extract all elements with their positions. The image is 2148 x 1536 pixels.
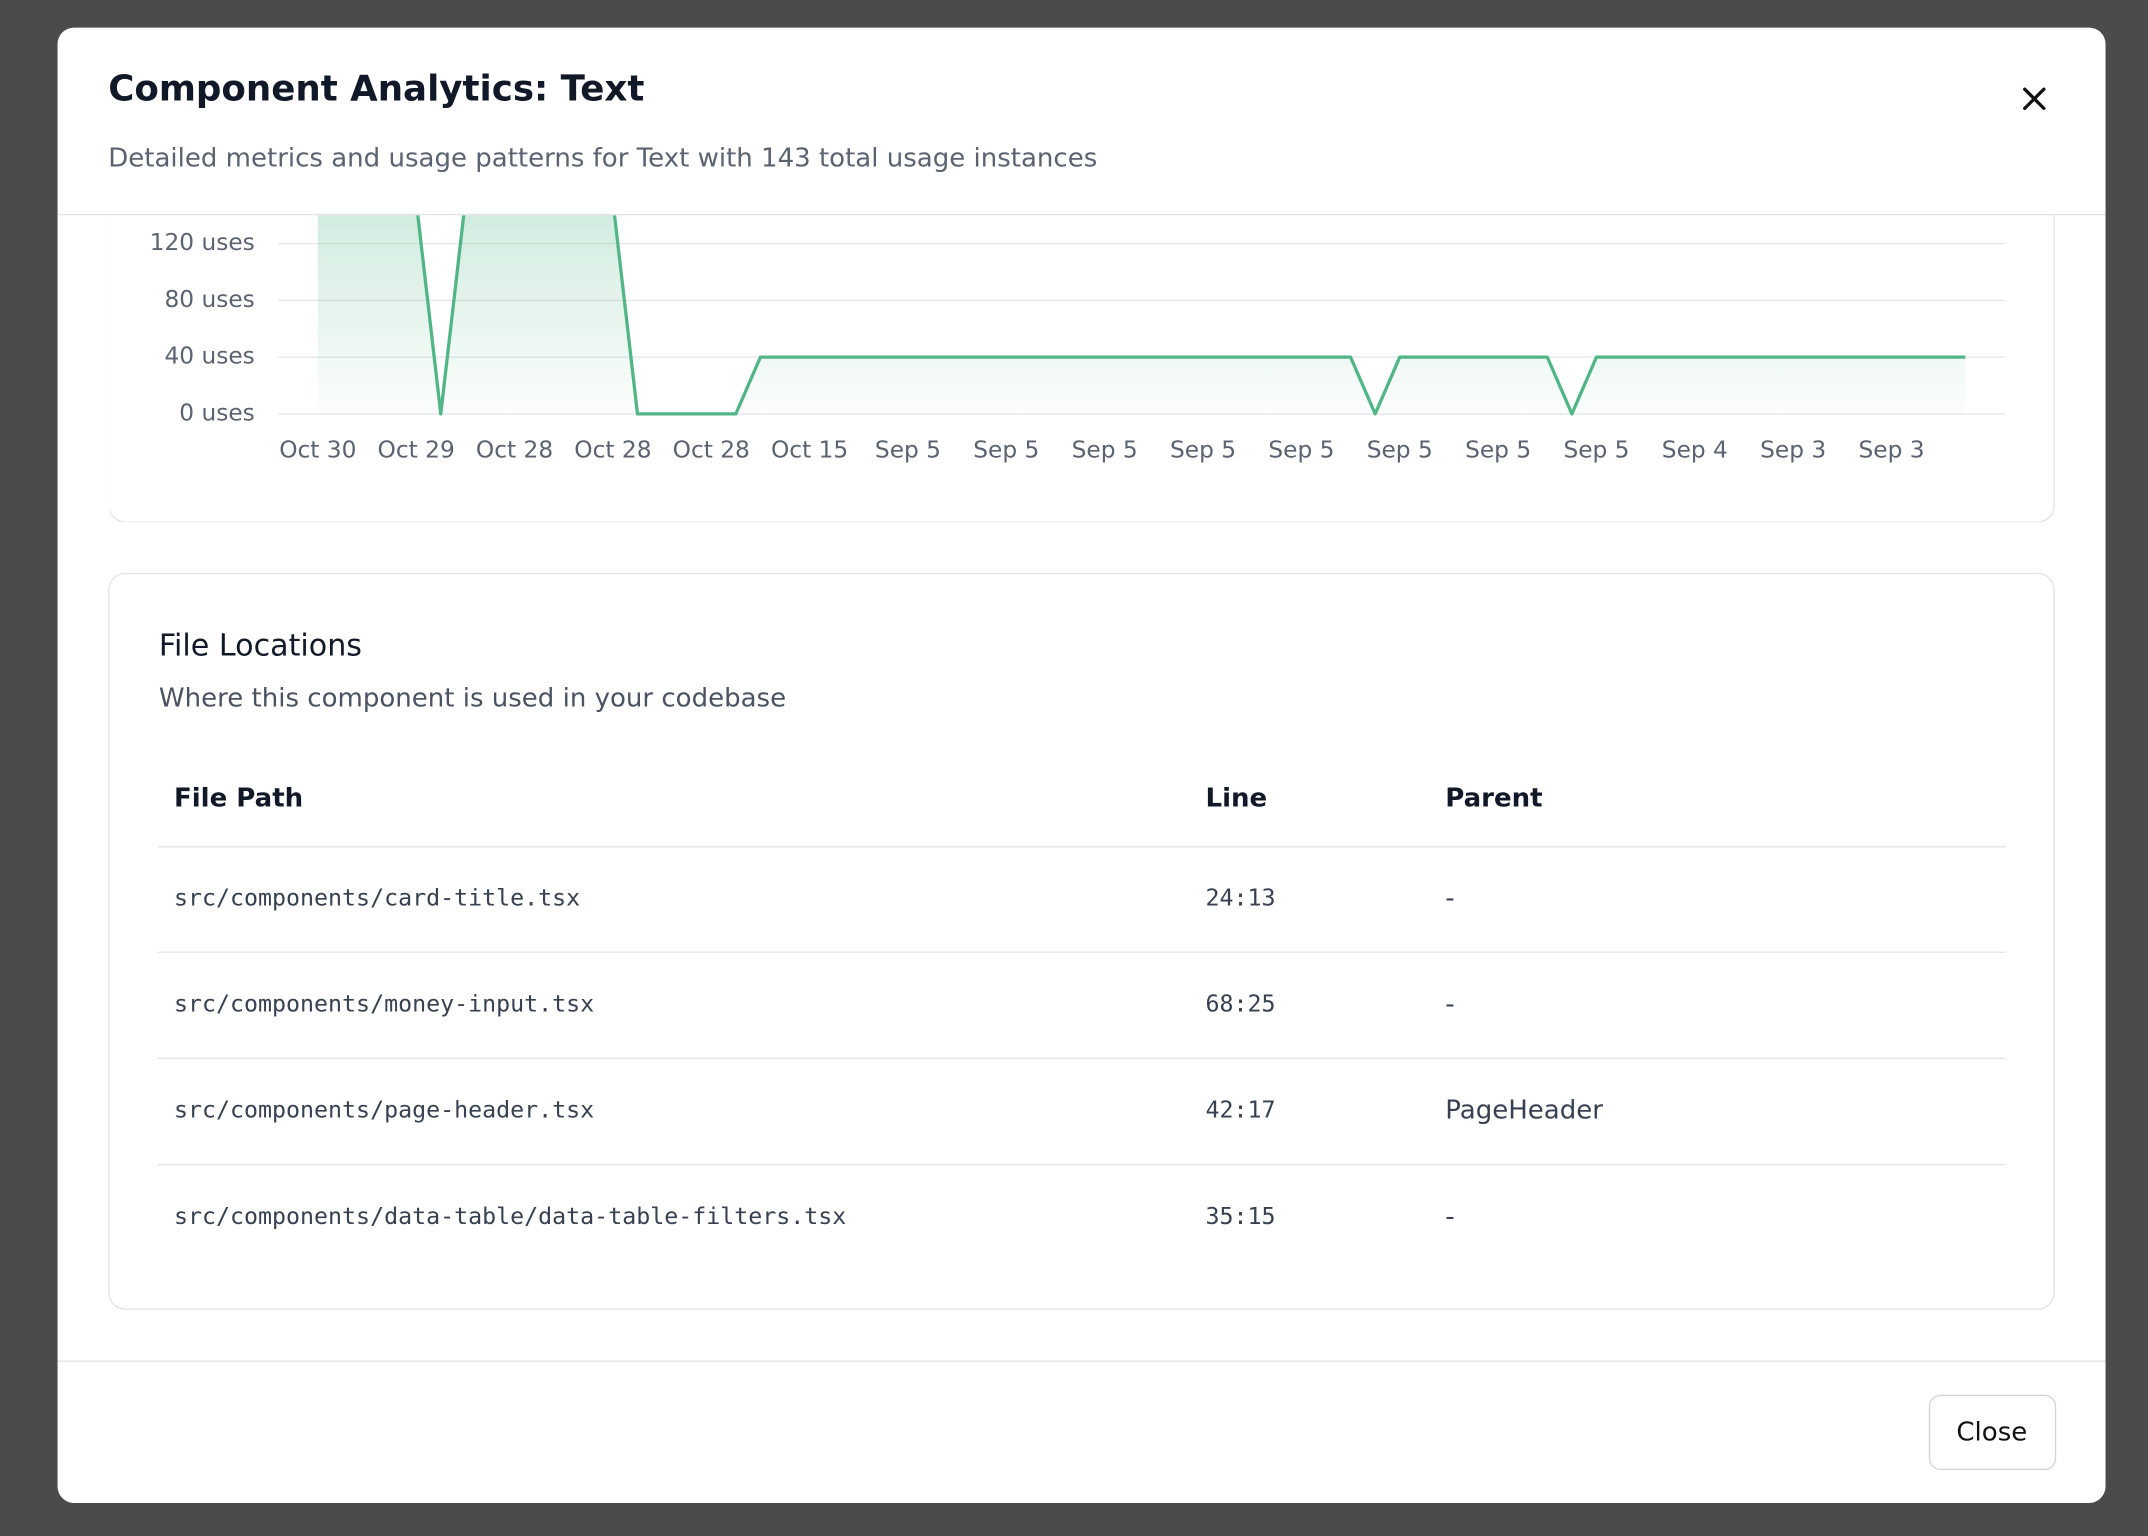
modal-description: Detailed metrics and usage patterns for … [108, 144, 1097, 174]
table-cell: 24:13 [1206, 884, 1276, 911]
x-tick-label: Sep 5 [1268, 436, 1334, 463]
modal-title: Component Analytics: Text [108, 69, 644, 110]
close-button[interactable] [1928, 1394, 2057, 1471]
table-cell: - [1445, 989, 1454, 1019]
x-tick-label: Sep 3 [1859, 436, 1925, 463]
x-tick-label: Sep 5 [875, 436, 941, 463]
table-cell: 68:25 [1206, 990, 1276, 1017]
x-tick-label: Oct 29 [378, 436, 455, 463]
x-tick-label: Oct 28 [574, 436, 651, 463]
x-tick-label: Sep 5 [1367, 436, 1433, 463]
y-tick-label: 0 uses [179, 399, 255, 426]
table-cell: src/components/page-header.tsx [174, 1097, 594, 1124]
y-tick-label: 80 uses [164, 286, 254, 313]
y-tick-label: 120 uses [150, 229, 255, 256]
line-area [317, 215, 1966, 414]
column-header: File Path [174, 783, 303, 813]
x-tick-label: Oct 28 [476, 436, 553, 463]
column-header: Parent [1445, 783, 1542, 813]
table-cell: PageHeader [1445, 1096, 1603, 1126]
x-tick-label: Sep 5 [1072, 436, 1138, 463]
table-cell: src/components/money-input.tsx [174, 990, 594, 1017]
x-tick-label: Oct 28 [673, 436, 750, 463]
chart-area [109, 215, 2055, 523]
table-cell: - [1445, 1202, 1454, 1232]
table-cell: - [1445, 883, 1454, 913]
x-tick-label: Sep 5 [973, 436, 1039, 463]
x-tick-label: Sep 5 [1563, 436, 1629, 463]
chart-labels: 0 uses 40 uses 80 uses 120 uses Oct 30 Oct 29… [150, 229, 1925, 463]
file-title: File Locations [159, 628, 362, 663]
file-table: File Path Line Parent src/components/card-t… [157, 783, 2006, 1232]
close-button-label[interactable]: Close [1956, 1418, 2027, 1448]
x-tick-label: Oct 15 [771, 436, 848, 463]
x-tick-label: Sep 5 [1170, 436, 1236, 463]
x-tick-label: Sep 5 [1465, 436, 1531, 463]
close-icon[interactable] [2023, 87, 2046, 111]
x-tick-label: Oct 30 [279, 436, 356, 463]
x-tick-label: Sep 4 [1662, 436, 1728, 463]
y-tick-label: 40 uses [164, 343, 254, 370]
line-series [416, 215, 1966, 416]
table-cell: src/components/data-table/data-table-fil… [174, 1203, 846, 1230]
table-cell: 42:17 [1206, 1097, 1276, 1124]
x-tick-label: Sep 3 [1760, 436, 1826, 463]
table-cell: 35:15 [1206, 1203, 1276, 1230]
table-cell: src/components/card-title.tsx [174, 884, 580, 911]
file-card [108, 572, 2055, 1310]
file-subtitle: Where this component is used in your cod… [159, 683, 786, 713]
column-header: Line [1206, 783, 1268, 813]
